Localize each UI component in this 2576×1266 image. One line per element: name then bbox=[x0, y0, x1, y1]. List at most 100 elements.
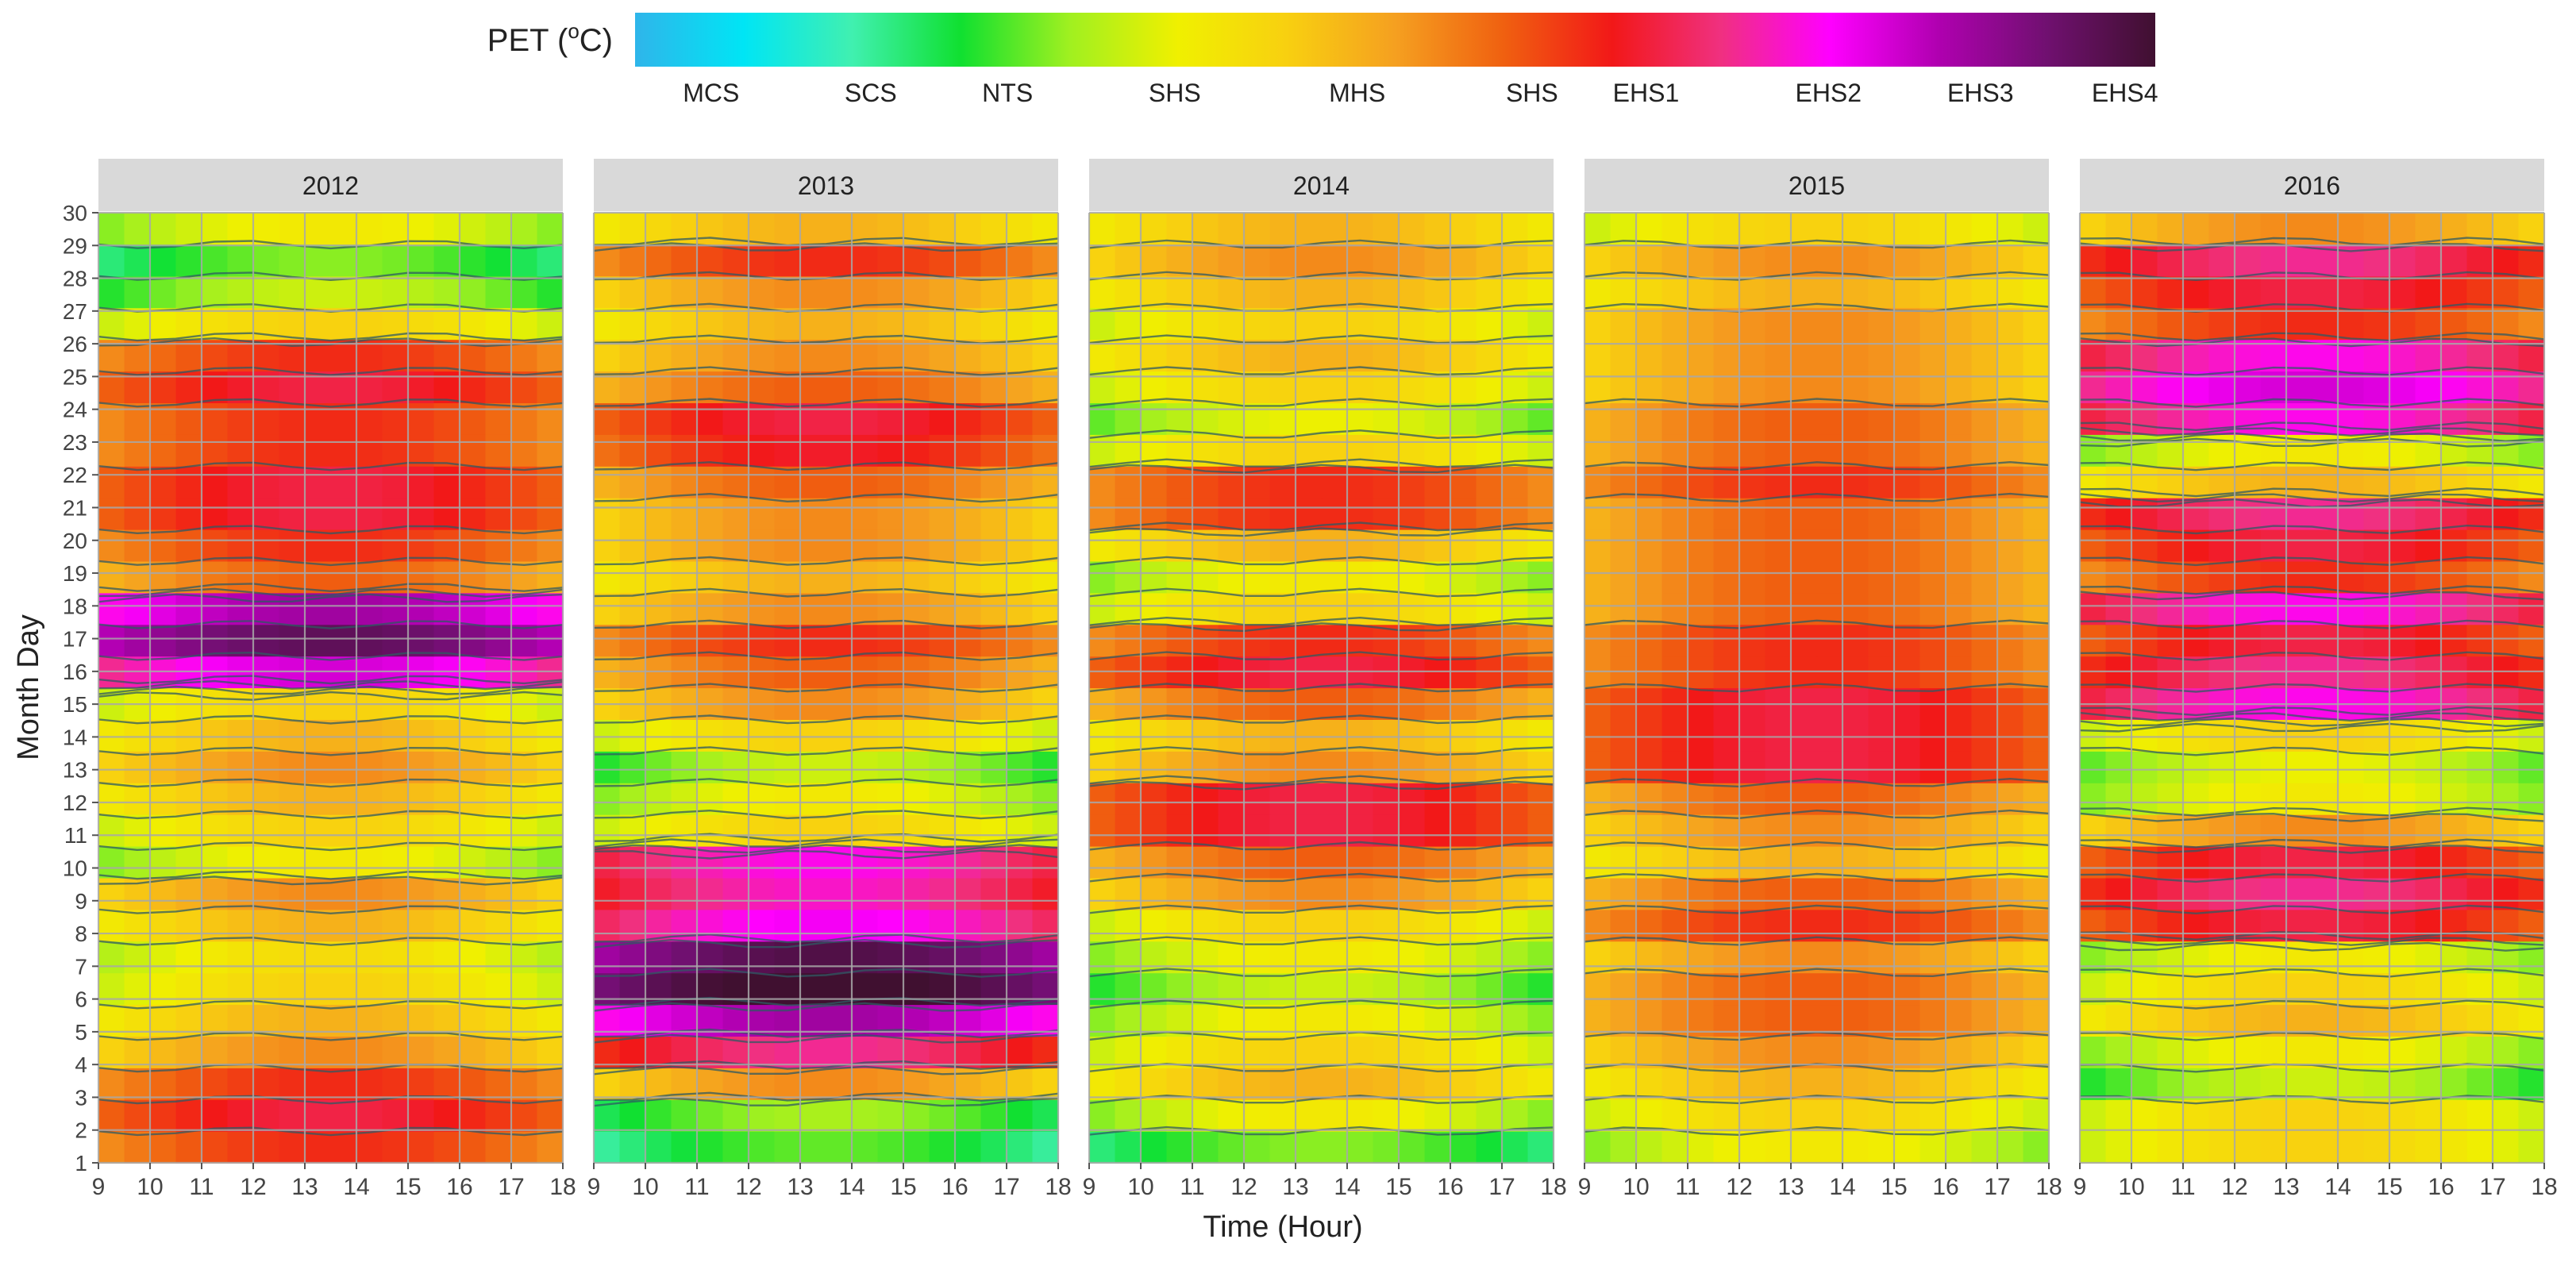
heat-cell bbox=[1636, 339, 1663, 372]
heat-cell bbox=[980, 339, 1007, 372]
heat-cell bbox=[1502, 783, 1529, 815]
heat-cell bbox=[697, 972, 724, 1006]
x-tick-label: 14 bbox=[2324, 1174, 2351, 1200]
heat-cell bbox=[2338, 498, 2365, 530]
heat-cell bbox=[774, 466, 801, 498]
heat-cell bbox=[852, 783, 879, 815]
heat-cell bbox=[2493, 972, 2520, 1006]
heat-cell bbox=[1527, 498, 1554, 530]
heat-cell bbox=[1141, 1068, 1168, 1100]
heat-cell bbox=[722, 307, 749, 341]
contour-line bbox=[1088, 458, 1554, 468]
heat-cell bbox=[356, 1036, 383, 1068]
contour-line bbox=[593, 996, 1059, 1007]
heat-cell bbox=[1032, 529, 1059, 562]
heat-cell bbox=[1476, 783, 1503, 815]
heat-cell bbox=[1007, 624, 1034, 657]
y-tick-label: 10 bbox=[63, 856, 87, 881]
contour-line bbox=[1584, 239, 2050, 249]
heat-cell bbox=[1192, 877, 1219, 910]
heat-cell bbox=[408, 213, 435, 245]
heat-cell bbox=[774, 592, 801, 625]
heat-cell bbox=[2260, 1131, 2287, 1164]
heat-cell bbox=[774, 560, 801, 594]
heat-cell bbox=[382, 402, 409, 435]
heat-cell bbox=[1166, 466, 1193, 498]
heat-cell bbox=[1089, 941, 1116, 974]
heat-cell bbox=[1269, 877, 1296, 910]
heat-cell bbox=[1007, 1099, 1034, 1132]
heat-cell bbox=[1218, 1036, 1245, 1068]
heat-cell bbox=[2518, 1068, 2545, 1100]
heat-cell bbox=[980, 783, 1007, 815]
heat-cell bbox=[1868, 814, 1895, 847]
heat-cell bbox=[408, 529, 435, 562]
legend-label-mhs: MHS bbox=[1329, 79, 1385, 107]
heat-cell bbox=[1842, 339, 1869, 372]
contour-line bbox=[593, 968, 1059, 978]
heat-cell bbox=[227, 877, 254, 910]
heat-cell bbox=[1166, 719, 1193, 752]
heat-cell bbox=[1713, 402, 1740, 435]
heat-cell bbox=[1713, 339, 1740, 372]
heat-cell bbox=[1868, 1068, 1895, 1100]
heat-cell bbox=[1946, 751, 1973, 783]
heat-cell bbox=[537, 719, 564, 752]
heat-cell bbox=[1894, 1036, 1921, 1068]
heat-cell bbox=[1636, 529, 1663, 562]
heat-cell bbox=[2441, 719, 2468, 752]
heat-cell bbox=[1971, 1099, 1998, 1132]
heat-cell bbox=[980, 529, 1007, 562]
heat-cell bbox=[877, 624, 904, 657]
heat-cell bbox=[356, 466, 383, 498]
contour-line bbox=[98, 937, 564, 946]
heat-cell bbox=[1816, 751, 1843, 783]
heat-cell bbox=[305, 1099, 332, 1132]
heat-cell bbox=[98, 213, 125, 245]
heat-cell bbox=[1636, 877, 1663, 910]
heat-cell bbox=[2105, 751, 2132, 783]
heat-cell bbox=[594, 402, 621, 435]
heat-cell bbox=[2105, 909, 2132, 942]
heat-cell bbox=[537, 307, 564, 341]
heat-cell bbox=[356, 1068, 383, 1100]
heat-cell bbox=[2260, 846, 2287, 879]
heat-cell bbox=[305, 244, 332, 277]
heat-cell bbox=[305, 1036, 332, 1068]
heat-cell bbox=[1141, 783, 1168, 815]
x-tick-label: 9 bbox=[1083, 1174, 1096, 1200]
heat-cell bbox=[2183, 275, 2210, 309]
heat-cell bbox=[202, 434, 229, 467]
heat-cell bbox=[980, 719, 1007, 752]
heat-cell bbox=[826, 972, 853, 1006]
heat-cell bbox=[227, 434, 254, 467]
heat-cell bbox=[1502, 213, 1529, 245]
heat-cell bbox=[1373, 1068, 1400, 1100]
y-tick-label: 7 bbox=[75, 954, 87, 979]
heat-cell bbox=[1141, 1099, 1168, 1132]
heat-cell bbox=[356, 213, 383, 245]
heat-cell bbox=[2260, 877, 2287, 910]
heat-cell bbox=[2441, 1068, 2468, 1100]
heat-cell bbox=[594, 877, 621, 910]
heat-cell bbox=[1450, 339, 1477, 372]
heat-cell bbox=[774, 307, 801, 341]
heat-cell bbox=[722, 751, 749, 783]
contour-line bbox=[1584, 460, 2050, 471]
heat-cell bbox=[2131, 498, 2158, 530]
heat-cell bbox=[1842, 307, 1869, 341]
contour-line bbox=[98, 1063, 564, 1073]
y-tick-label: 30 bbox=[63, 201, 87, 225]
heat-cell bbox=[929, 529, 956, 562]
heat-cell bbox=[330, 1131, 357, 1164]
heat-cell bbox=[150, 466, 177, 498]
contour-line bbox=[1088, 872, 1554, 883]
heat-cell bbox=[2389, 1131, 2416, 1164]
heat-cell bbox=[1476, 972, 1503, 1006]
heat-cell bbox=[645, 877, 672, 910]
heat-cell bbox=[1610, 592, 1637, 625]
y-tick-label: 18 bbox=[63, 594, 87, 618]
heat-cell bbox=[2080, 307, 2107, 341]
heat-cell bbox=[671, 624, 698, 657]
